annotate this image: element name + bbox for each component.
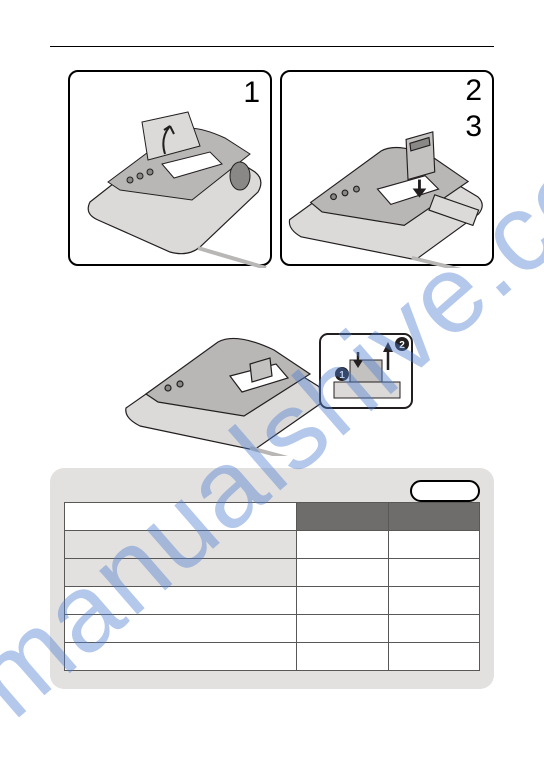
table-cell	[65, 587, 297, 615]
table-cell	[297, 503, 388, 531]
instruction-panels: 1	[68, 70, 494, 266]
note-badge	[410, 480, 480, 502]
table-cell	[65, 559, 297, 587]
table-cell	[65, 643, 297, 671]
table-cell	[65, 531, 297, 559]
callout-2: 2	[399, 340, 405, 351]
table-cell	[297, 531, 388, 559]
table-cell	[65, 503, 297, 531]
table-cell	[297, 615, 388, 643]
camera-open-cover-illustration	[70, 72, 270, 268]
table-cell	[65, 615, 297, 643]
table-cell	[297, 643, 388, 671]
card-compat-table	[64, 502, 480, 671]
step-number-2: 2	[465, 74, 482, 108]
section-rule	[50, 46, 494, 47]
step-number-1: 1	[243, 76, 260, 110]
remove-card-illustration: 1 2	[118, 316, 418, 456]
table-cell	[388, 643, 479, 671]
callout-1: 1	[339, 370, 345, 381]
panel-open-cover: 1	[68, 70, 272, 266]
panel-insert-card: 2 3	[280, 70, 494, 266]
table-cell	[388, 615, 479, 643]
table-cell	[297, 559, 388, 587]
table-cell	[388, 559, 479, 587]
card-compat-box	[50, 468, 494, 689]
step-number-3: 3	[465, 110, 482, 144]
table-cell	[388, 587, 479, 615]
table-cell	[388, 503, 479, 531]
table-cell	[297, 587, 388, 615]
table-cell	[388, 531, 479, 559]
camera-insert-card-illustration	[282, 72, 492, 268]
